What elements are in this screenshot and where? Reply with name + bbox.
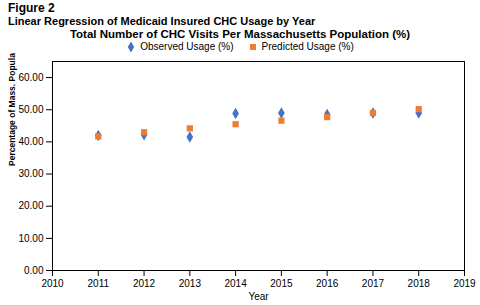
- html-text:Figure 2: Figure 2: [8, 1, 55, 15]
- svg-text:2013: 2013: [179, 278, 202, 289]
- svg-text:60.00: 60.00: [18, 72, 43, 83]
- html-text:Total Number of CHC Visits Per: Total Number of CHC Visits Per Massachus…: [69, 28, 411, 40]
- svg-text:0.00: 0.00: [24, 265, 44, 276]
- svg-text:50.00: 50.00: [18, 104, 43, 115]
- svg-text:10.00: 10.00: [18, 233, 43, 244]
- svg-text:2011: 2011: [88, 278, 110, 289]
- html-text:Linear Regression of Medicaid: Linear Regression of Medicaid Insured CH…: [8, 15, 316, 27]
- svg-text:2016: 2016: [316, 278, 339, 289]
- svg-text:2012: 2012: [133, 278, 156, 289]
- svg-text:2017: 2017: [362, 278, 385, 289]
- svg-text:30.00: 30.00: [18, 168, 43, 179]
- svg-text:2019: 2019: [453, 278, 476, 289]
- svg-text:40.00: 40.00: [18, 136, 43, 147]
- svg-text:2018: 2018: [408, 278, 431, 289]
- svg-text:Year: Year: [248, 291, 269, 302]
- svg-text:20.00: 20.00: [18, 200, 43, 211]
- svg-text:Percentage of Mass. Population: Percentage of Mass. Population Utilizing…: [7, 53, 17, 166]
- svg-text:2015: 2015: [270, 278, 293, 289]
- svg-text:2014: 2014: [224, 278, 247, 289]
- html-text:Predicted Usage (%): Predicted Usage (%): [261, 41, 354, 52]
- html-text:Observed Usage (%): Observed Usage (%): [140, 41, 234, 52]
- svg-text:2010: 2010: [41, 278, 64, 289]
